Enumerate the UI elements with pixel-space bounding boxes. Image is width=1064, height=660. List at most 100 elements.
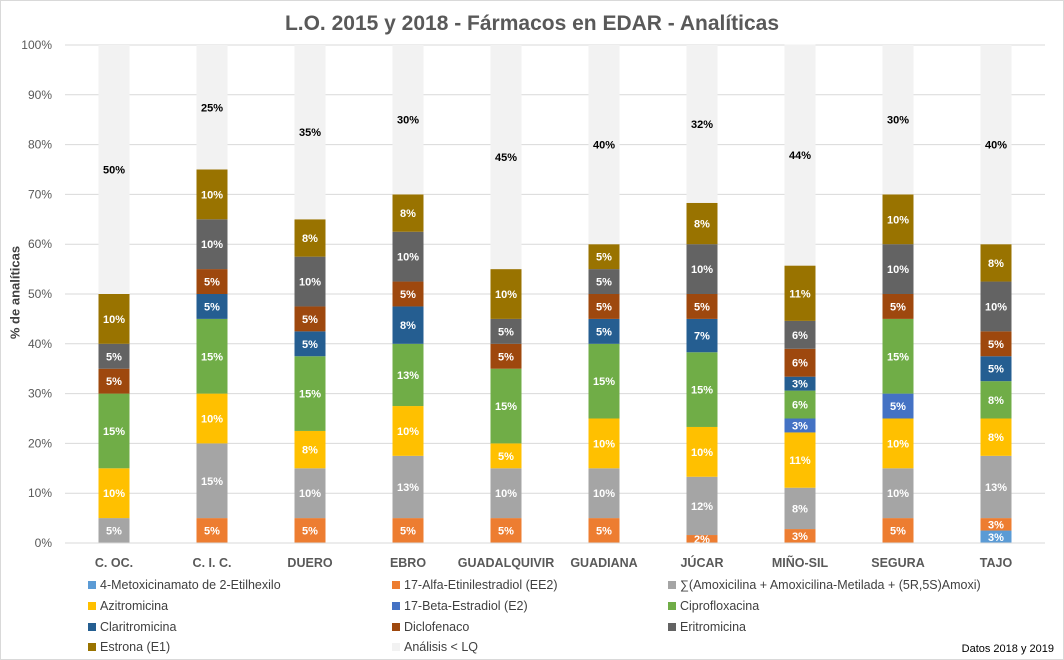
data-label: 5% (204, 526, 220, 538)
data-label: 11% (789, 455, 811, 467)
bar-segment (588, 269, 620, 294)
bar-segment (784, 348, 816, 377)
bar-segment (588, 294, 620, 319)
bar-segment (98, 468, 130, 519)
data-label: 10% (985, 301, 1007, 313)
y-tick-label: 20% (28, 436, 52, 450)
data-label: 5% (106, 526, 122, 538)
data-label: 10% (691, 447, 713, 459)
legend-label: Eritromicina (680, 620, 746, 634)
bar-segment (980, 381, 1012, 419)
legend-swatch (668, 623, 676, 631)
legend-label: Claritromicina (100, 620, 177, 634)
data-label: 15% (103, 426, 125, 438)
data-label: 15% (299, 389, 321, 401)
x-tick-label: C. I. C. (193, 556, 232, 570)
bar-segment (686, 426, 718, 477)
bar-segment (490, 518, 522, 543)
data-label: 40% (593, 140, 615, 152)
legend-label: 4-Metoxicinamato de 2-Etilhexilo (100, 578, 281, 592)
data-label: 5% (890, 301, 906, 313)
bar-segment (980, 244, 1012, 282)
bar-segment (784, 418, 816, 433)
bar-segment (980, 281, 1012, 332)
bar-segment (392, 518, 424, 543)
data-label: 10% (397, 426, 419, 438)
data-label: 10% (887, 264, 909, 276)
bar-segment (784, 487, 816, 530)
legend-label: Azitromicina (100, 599, 169, 613)
bar-segment (686, 294, 718, 319)
data-label: 5% (890, 526, 906, 538)
legend-swatch (668, 581, 676, 589)
x-tick-label: MIÑO-SIL (772, 555, 829, 570)
legend-item: ∑(Amoxicilina + Amoxicilina-Metilada + (… (668, 578, 981, 592)
data-label: 8% (988, 432, 1004, 444)
data-label: 5% (596, 326, 612, 338)
bar-segment (98, 368, 130, 394)
data-label: 5% (596, 277, 612, 289)
data-label: 35% (299, 127, 321, 139)
bar-segment (882, 418, 914, 469)
data-label: 3% (792, 531, 808, 543)
bar-segment (196, 45, 228, 170)
legend-item: Análisis < LQ (392, 640, 478, 654)
x-tick-label: JÚCAR (680, 555, 723, 570)
bar-segment (98, 294, 130, 344)
data-label: 5% (106, 376, 122, 388)
data-label: 8% (988, 258, 1004, 270)
data-label: 10% (299, 277, 321, 289)
data-label: 30% (887, 115, 909, 127)
bar-segment (686, 244, 718, 294)
data-label: 6% (792, 358, 808, 370)
chart-title: L.O. 2015 y 2018 - Fármacos en EDAR - An… (284, 12, 780, 35)
data-label: 5% (302, 339, 318, 351)
bar-segment (196, 393, 228, 444)
bar-segment (882, 45, 914, 195)
footnote: Datos 2018 y 2019 (961, 643, 1054, 655)
bar-segment (490, 468, 522, 519)
bar-segment (98, 393, 130, 469)
bar-segment (98, 518, 130, 543)
bar-segment (980, 331, 1012, 357)
bar-segment (392, 406, 424, 456)
data-label: 10% (103, 488, 125, 500)
legend-item: Azitromicina (88, 599, 168, 613)
bar-segment (392, 343, 424, 407)
bar-segment (196, 443, 228, 519)
bar-segment (392, 45, 424, 195)
bar-segment (196, 269, 228, 294)
bar-segment (294, 306, 326, 332)
data-label: 30% (397, 115, 419, 127)
legend-item: Eritromicina (668, 620, 746, 634)
bar-segment (882, 194, 914, 245)
x-tick-label: DUERO (287, 556, 332, 570)
y-tick-label: 90% (28, 88, 52, 102)
data-label: 8% (988, 395, 1004, 407)
bar-segment (490, 343, 522, 369)
legend-swatch (392, 623, 400, 631)
bar-segment (490, 45, 522, 270)
data-label: 5% (988, 364, 1004, 376)
data-label: 3% (988, 519, 1004, 531)
data-label: 5% (596, 526, 612, 538)
legend-swatch (88, 581, 96, 589)
legend-item: Estrona (E1) (88, 640, 170, 654)
legend-label: Análisis < LQ (404, 640, 478, 654)
bar-segment (490, 443, 522, 469)
bar-segment (686, 45, 718, 203)
bar-segment (588, 418, 620, 469)
legend-label: Estrona (E1) (100, 640, 171, 654)
y-tick-label: 70% (28, 187, 52, 201)
bar-segment (882, 244, 914, 294)
data-label: 13% (397, 482, 419, 494)
bar-segment (588, 318, 620, 344)
legend-item: 17-Alfa-Etinilestradiol (EE2) (392, 578, 558, 592)
x-tick-label: EBRO (390, 556, 426, 570)
y-tick-label: 100% (21, 38, 52, 52)
data-label: 5% (302, 314, 318, 326)
data-label: 15% (201, 351, 223, 363)
y-tick-label: 10% (28, 486, 52, 500)
bar-segment (784, 432, 816, 488)
data-label: 10% (691, 264, 713, 276)
